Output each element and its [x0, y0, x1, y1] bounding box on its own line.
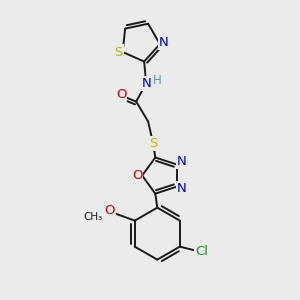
Text: H: H [153, 74, 161, 87]
Text: N: N [141, 77, 151, 90]
Text: O: O [104, 204, 115, 217]
Text: N: N [177, 155, 186, 168]
Text: O: O [132, 169, 142, 182]
Text: N: N [177, 182, 186, 195]
Text: S: S [149, 137, 157, 150]
Text: CH₃: CH₃ [83, 212, 102, 222]
Text: S: S [115, 46, 123, 59]
Text: O: O [116, 88, 126, 101]
Text: N: N [159, 36, 169, 49]
Text: Cl: Cl [195, 245, 208, 258]
